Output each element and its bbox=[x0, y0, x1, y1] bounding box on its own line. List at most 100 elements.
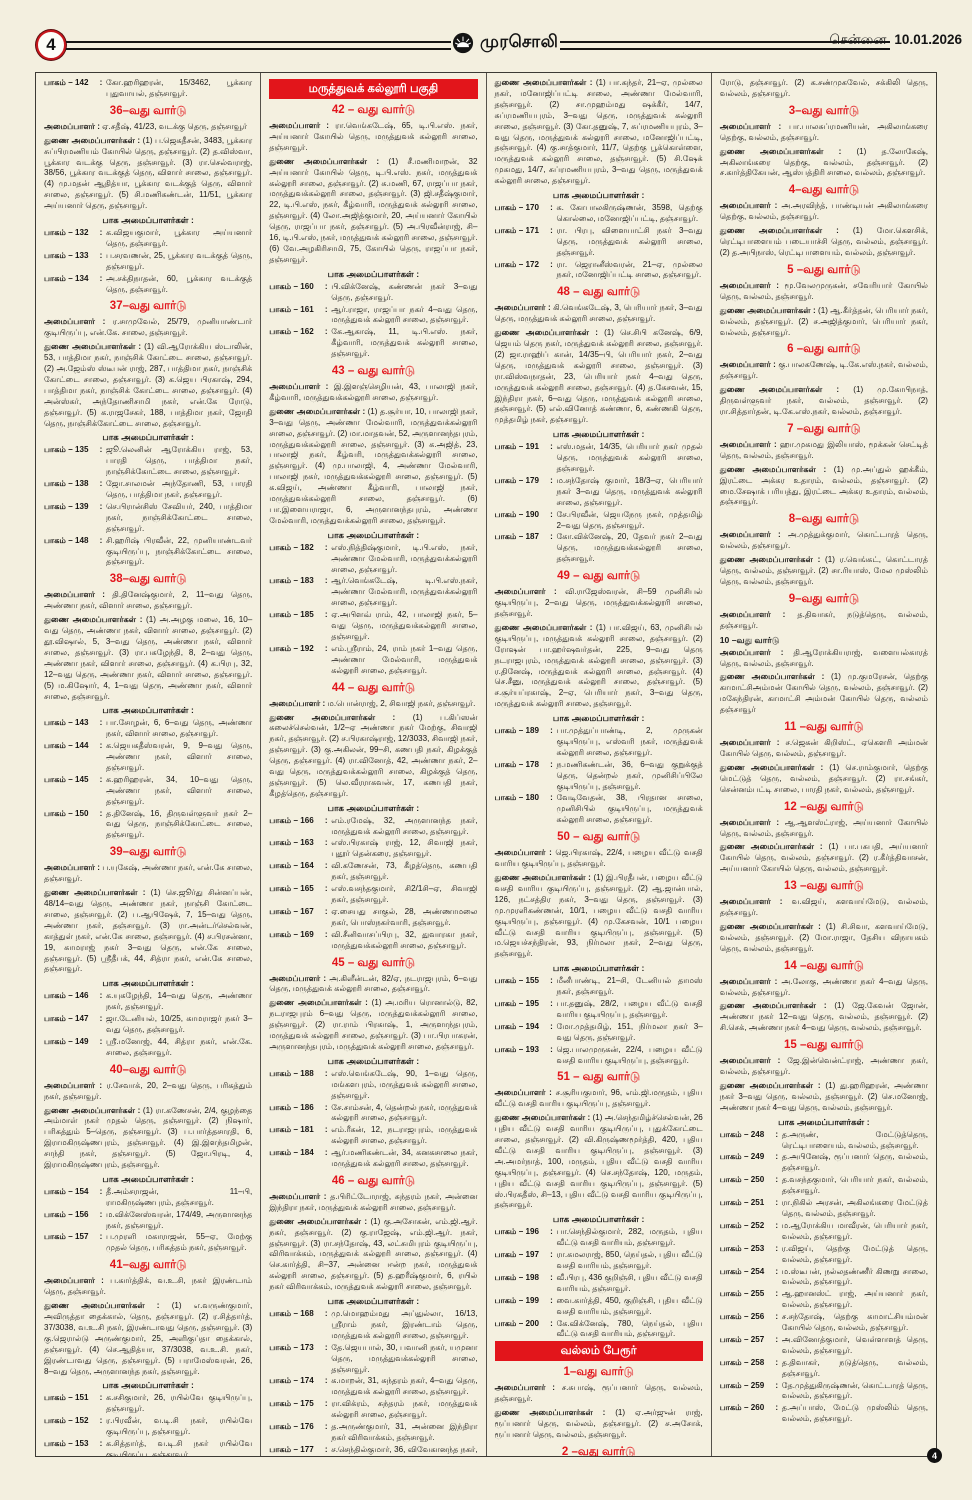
part-text: கோ.விக்னேஷ், 20, தேவர் நகர் 2–வது தெரு, … bbox=[556, 532, 703, 564]
organizer-paragraph: அமைப்பாளர் : ஜெ.பிரகாஷ், 22/4, பழைய வீட்… bbox=[494, 848, 703, 869]
part-number: பாகம் – 251 bbox=[719, 1198, 765, 1208]
part-text: பா.முத்துப்பாண்டி, 2, முருகன் குடியிருப்… bbox=[556, 726, 703, 757]
part-number: பாகம் – 146 bbox=[44, 991, 89, 1001]
part-number: பாகம் – 199 bbox=[494, 1295, 539, 1305]
part-colon: : bbox=[324, 861, 328, 871]
part-text: எஸ்.நித்திஷ்குமார், டி.பி.எஸ், நகர், அண்… bbox=[331, 542, 478, 574]
part-row: பாகம் – 184: ஆர்.மணிகண்டன், 34, கனகசாலை ந… bbox=[269, 1148, 477, 1170]
part-row: பாகம் – 192: எம்.ஸ்ரீராம், 24, ராம் நகர் … bbox=[269, 644, 477, 677]
part-text: ர.பிரவீன், வ.டி.சி நகர், ரயில்வே குடியிர… bbox=[106, 1416, 253, 1437]
part-number: பாகம் – 173 bbox=[269, 1342, 314, 1352]
part-number: பாகம் – 252 bbox=[719, 1220, 765, 1230]
edition-date: சென்னை 10.01.2026 bbox=[829, 32, 962, 50]
part-number: பாகம் – 154 bbox=[44, 1186, 89, 1196]
part-row: பாகம் – 133: ப.சரவணன், 25, பூக்கார வடக்கு… bbox=[44, 251, 252, 273]
part-number: பாகம் – 259 bbox=[719, 1380, 765, 1390]
part-number: பாகம் – 260 bbox=[719, 1403, 765, 1413]
paragraph-lead: துணை அமைப்பாளர்கள் : bbox=[494, 622, 596, 632]
part-row: பாகம் – 195: பா.தனுஷ், 28/2, பழைய வீட்டு … bbox=[495, 999, 703, 1021]
part-text: வி.கணேசன், 73, கீழத்தெரு, கணபதி நகர், தஞ… bbox=[331, 861, 478, 882]
organizer-paragraph: அமைப்பாளர் : ரா.வெங்கடேஷ், 65, டி.பி.எஸ்… bbox=[269, 121, 478, 152]
group-label: பாக அமைப்பாளர்கள் : bbox=[327, 529, 420, 540]
part-colon: : bbox=[99, 808, 103, 818]
part-row: பாகம் – 194: மோ.முத்தமிழ், 151, நிர்மலா ந… bbox=[495, 1022, 703, 1044]
paragraph-lead: அமைப்பாளர் : bbox=[44, 590, 113, 600]
organizer-paragraph: துணை அமைப்பாளர்கள் : (1) மோ.கௌசிக், ரெட்… bbox=[719, 226, 928, 257]
part-text: பா.தனுஷ், 28/2, பழைய வீட்டு வசதி வாரிய க… bbox=[556, 998, 703, 1019]
part-number: பாகம் – 198 bbox=[494, 1272, 539, 1282]
organizer-paragraph: துணை அமைப்பாளர்கள் : (1) சி.சிவா, களவாய்… bbox=[719, 921, 929, 953]
paragraph-lead: துணை அமைப்பாளர்கள் : bbox=[719, 672, 832, 682]
part-text: ப.சரவணன், 25, பூக்கார வடக்குத் தெரு, தஞ்… bbox=[106, 250, 253, 271]
ward-heading: 7 –வது வார்டு bbox=[787, 422, 861, 435]
part-row: பாகம் – 144: க.ஜெயகதீஸ்வரன், 9, 9–வது தெர… bbox=[44, 741, 252, 774]
ward-heading: 11 –வது வார்டு bbox=[784, 721, 864, 734]
paragraph-lead: அமைப்பாளர் : bbox=[44, 863, 103, 873]
paragraph-lead: அமைப்பாளர் : bbox=[719, 976, 782, 986]
part-text: ரா.விக்ரம், சுந்தரம் நகர், மருத்துவக் கல… bbox=[331, 1399, 478, 1420]
organizer-paragraph: துணை அமைப்பாளர்கள் : (1) மு.கோபிநாத், தி… bbox=[719, 385, 928, 417]
column-3: துணை அமைப்பாளர்கள் : (1) பா.கந்தர், 21–ஏ… bbox=[485, 73, 711, 1456]
part-colon: : bbox=[550, 1272, 553, 1282]
part-number: பாகம் – 180 bbox=[494, 793, 539, 803]
paragraph-lead: அமைப்பாளர் : bbox=[719, 439, 780, 449]
organizer-paragraph: அமைப்பாளர் : வ.விஜய், களவாய்மேடு, வல்லம்… bbox=[719, 897, 928, 918]
part-text: த.அபினேஷ், ரூப்பனார் தெரு, வல்லம், தஞ்சா… bbox=[781, 1152, 928, 1173]
part-colon: : bbox=[324, 1444, 328, 1454]
part-colon: : bbox=[99, 1393, 103, 1403]
part-text: ம.சந்தோஷ் குமார், 18/3–ஏ, பெரியார் நகர் … bbox=[556, 475, 703, 507]
part-row: பாகம் – 135: ஜூ.லெனின் ஆரோக்கிய ராஜ், 53,… bbox=[44, 445, 252, 478]
part-text: வேடிவேதன், 38, பிரதான சாலை, முனிசிபில் க… bbox=[556, 793, 703, 825]
part-colon: : bbox=[99, 991, 103, 1001]
part-text: எஸ்.மதன், 14/35, பெரியார் நகர் முதல் தெர… bbox=[556, 442, 703, 473]
group-label: பாக அமைப்பாளர்கள் : bbox=[102, 215, 194, 226]
paragraph-lead: துணை அமைப்பாளர்கள் : bbox=[44, 1105, 143, 1115]
part-row: பாகம் – 190: சே.பிரவீன், ஜெயநேரு நகர், மு… bbox=[495, 510, 703, 532]
part-colon: : bbox=[324, 542, 328, 552]
ward-heading: 44 – வது வார்டு bbox=[331, 681, 415, 694]
organizer-paragraph: அமைப்பாளர் : ச.சூரியகுமார், 96, எம்.ஜி.ம… bbox=[494, 1088, 703, 1109]
part-number: பாகம் – 169 bbox=[269, 929, 314, 939]
part-number: பாகம் – 176 bbox=[269, 1422, 314, 1432]
part-colon: : bbox=[324, 1342, 328, 1352]
part-row: பாகம் – 155: மீனீபாண்டி, 21–சி, டேனியல் த… bbox=[495, 976, 703, 998]
part-text: ர.விஜய், தெற்கு மேட்டுத் தெரு, வல்லம், த… bbox=[781, 1243, 928, 1264]
part-number: பாகம் – 194 bbox=[494, 1021, 539, 1031]
organizer-paragraph: அமைப்பாளர் : ச.சுபாஷ், ரூப்பனார் தெரு, வ… bbox=[494, 1383, 703, 1404]
part-colon: : bbox=[99, 535, 103, 545]
rising-sun-emblem-icon bbox=[452, 32, 474, 54]
paragraph-lead: அமைப்பாளர் : bbox=[719, 609, 798, 619]
part-colon: : bbox=[99, 774, 103, 784]
section-banner: மருத்துவக் கல்லூரி பகுதி bbox=[269, 79, 478, 99]
part-text: ப.முரளி மகாராஜன், 55–ஏ, மேற்கு முதல் தெர… bbox=[106, 1232, 253, 1253]
organizer-paragraph: அமைப்பாளர் : பா.பாலசுப்ரமணியன், அகிலாங்க… bbox=[719, 121, 928, 142]
part-number: பாகம் – 249 bbox=[719, 1152, 765, 1162]
part-number: பாகம் – 153 bbox=[44, 1438, 89, 1448]
group-label: பாக அமைப்பாளர்கள் : bbox=[102, 1380, 194, 1391]
paragraph-lead: துணை அமைப்பாளர்கள் : bbox=[719, 762, 830, 772]
part-number: பாகம் – 255 bbox=[719, 1289, 765, 1299]
ward-heading: 49 – வது வார்டு bbox=[557, 570, 641, 583]
part-colon: : bbox=[775, 1334, 779, 1344]
header-rule-left bbox=[66, 41, 451, 50]
part-colon: : bbox=[99, 1014, 103, 1024]
part-colon: : bbox=[550, 1295, 553, 1305]
ward-heading: 43 – வது வார்டு bbox=[331, 365, 415, 378]
part-number: பாகம் – 156 bbox=[44, 1209, 89, 1219]
part-text: ஜா.டேனியல், 10/25, காமராஜர் நகர் 3–வது த… bbox=[106, 1014, 253, 1034]
part-colon: : bbox=[775, 1289, 779, 1299]
part-colon: : bbox=[99, 1438, 103, 1448]
organizer-paragraph: துணை அமைப்பாளர்கள் : (1) த.லோகேஷ், அகிலா… bbox=[719, 146, 928, 178]
paragraph-lead: அமைப்பாளர் : bbox=[719, 360, 779, 370]
part-text: தே.முத்துகிருஷ்ணன், கொட்டாரத் தெரு, வல்ல… bbox=[781, 1380, 928, 1401]
part-row: பாகம் – 148: சி.ஹரிஷ் பிரவீன், 22, முனியா… bbox=[44, 536, 252, 569]
paragraph-lead: அமைப்பாளர் : bbox=[719, 647, 794, 657]
organizer-paragraph: அமைப்பாளர் : அ.அரவிந்த், பாண்டியன் அகிலா… bbox=[719, 201, 928, 222]
organizer-paragraph: துணை அமைப்பாளர்கள் : (1) இ.பிரதீபன், பழை… bbox=[494, 873, 703, 959]
ward-heading: 41–வது வார்டு bbox=[109, 1259, 187, 1272]
part-text: ஆர்.வெங்கடேஷ், டி.பி.எஸ்.நகர், அண்ணா மேல… bbox=[331, 576, 478, 608]
part-number: பாகம் – 152 bbox=[44, 1416, 89, 1426]
part-text: தீ.அம்சராஜன், 11–பி, ராமகிருஷ்ணபுரம், தஞ… bbox=[106, 1186, 253, 1207]
part-colon: : bbox=[775, 1266, 779, 1276]
part-number: பாகம் – 196 bbox=[494, 1227, 539, 1237]
